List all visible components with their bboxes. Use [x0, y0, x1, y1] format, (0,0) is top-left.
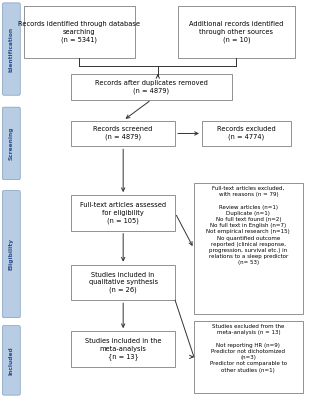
Bar: [71, 74, 231, 100]
Text: Screening: Screening: [9, 127, 14, 160]
Text: Studies included in the
meta-analysis
{n = 13}: Studies included in the meta-analysis {n…: [85, 338, 161, 360]
Bar: [194, 321, 303, 393]
FancyBboxPatch shape: [3, 190, 20, 318]
FancyBboxPatch shape: [3, 107, 20, 180]
Bar: [71, 331, 175, 367]
Text: Studies included in
qualitative synthesis
(n = 26): Studies included in qualitative synthesi…: [89, 272, 158, 293]
Bar: [71, 195, 175, 231]
Text: Records identified through database
searching
(n = 5341): Records identified through database sear…: [18, 22, 140, 43]
Text: Additional records identified
through other sources
(n = 10): Additional records identified through ot…: [189, 22, 284, 43]
Text: Eligibility: Eligibility: [9, 238, 14, 270]
Bar: [194, 183, 303, 314]
Text: Identification: Identification: [9, 26, 14, 72]
Bar: [71, 120, 175, 146]
Text: Full-text articles excluded,
with reasons (n = 79)

Review articles (n=1)
Duplic: Full-text articles excluded, with reason…: [206, 186, 290, 266]
FancyBboxPatch shape: [3, 326, 20, 395]
Bar: [178, 6, 295, 58]
Text: Included: Included: [9, 346, 14, 375]
Bar: [24, 6, 134, 58]
Bar: [71, 264, 175, 300]
Text: Records after duplicates removed
(n = 4879): Records after duplicates removed (n = 48…: [95, 80, 208, 94]
Text: Records screened
(n = 4879): Records screened (n = 4879): [93, 126, 153, 140]
Text: Studies excluded from the
meta-analysis (n = 13)

Not reporting HR (n=9)
Predict: Studies excluded from the meta-analysis …: [210, 324, 287, 372]
Text: Records excluded
(n = 4774): Records excluded (n = 4774): [217, 126, 276, 140]
FancyBboxPatch shape: [3, 3, 20, 95]
Text: Full-text articles assessed
for eligibility
(n = 105): Full-text articles assessed for eligibil…: [80, 202, 166, 224]
Bar: [202, 120, 291, 146]
